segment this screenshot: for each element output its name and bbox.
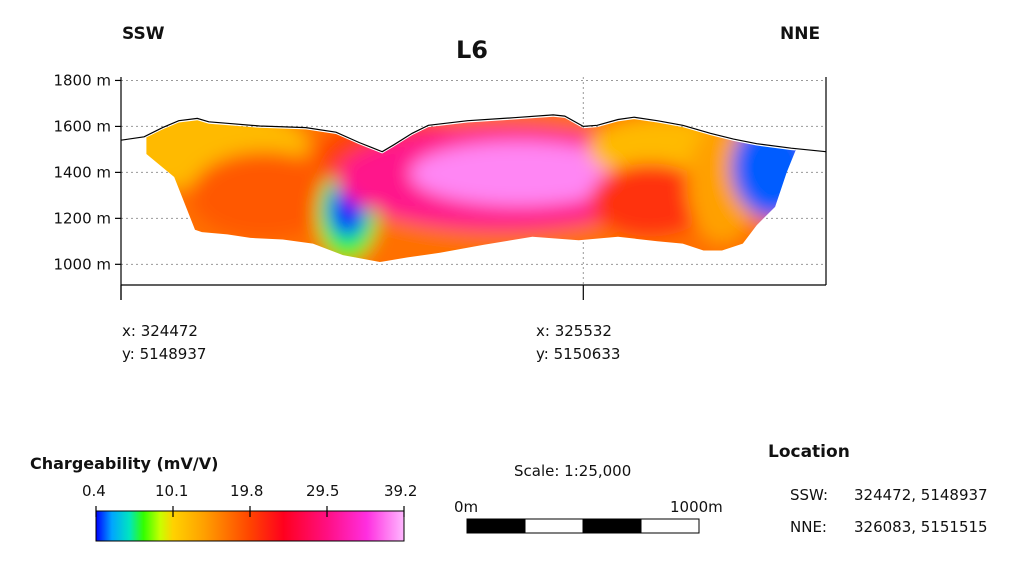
marker-2-coords: x: 325532 y: 5150633 — [536, 320, 620, 366]
location-name: NNE: — [790, 518, 827, 536]
marker-1-y: y: 5148937 — [122, 345, 207, 363]
y-tick-label: 1400 m — [53, 163, 111, 181]
colorbar-tick-label: 29.5 — [306, 482, 340, 500]
model-cell — [590, 163, 711, 237]
model-cell — [190, 151, 339, 240]
marker-1-x: x: 324472 — [122, 322, 198, 340]
scale-end-label: 1000m — [670, 498, 723, 516]
scale-segment — [466, 518, 526, 534]
location-row-ssw: SSW: 324472, 5148937 — [790, 486, 988, 504]
direction-right-label: NNE — [780, 24, 821, 44]
colorbar-tick-label: 39.2 — [384, 482, 418, 500]
location-row-nne: NNE: 326083, 5151515 — [790, 518, 988, 536]
colorbar-tick-label: 0.4 — [82, 482, 106, 500]
y-tick-label: 1000 m — [53, 255, 111, 273]
colorbar — [95, 506, 405, 542]
colorbar-ramp — [95, 510, 405, 542]
chart-title: L6 — [456, 36, 488, 64]
y-tick-label: 1600 m — [53, 117, 111, 135]
scale-bar — [466, 518, 700, 534]
y-tick-label: 1800 m — [53, 71, 111, 89]
y-axis: 1800 m 1600 m 1400 m 1200 m 1000 m — [53, 71, 121, 273]
plot-frame — [120, 77, 827, 300]
colorbar-tick-label: 10.1 — [155, 482, 189, 500]
location-title: Location — [768, 442, 850, 462]
location-name: SSW: — [790, 486, 829, 504]
topography-line — [120, 114, 827, 153]
marker-1-coords: x: 324472 y: 5148937 — [122, 320, 206, 366]
marker-2-y: y: 5150633 — [536, 345, 621, 363]
direction-left-label: SSW — [122, 24, 165, 44]
y-tick-label: 1200 m — [53, 209, 111, 227]
colorbar-tick-label: 19.8 — [230, 482, 264, 500]
location-coords: 324472, 5148937 — [854, 486, 988, 504]
model-cell — [731, 117, 796, 219]
location-coords: 326083, 5151515 — [854, 518, 988, 536]
scale-label: Scale: 1:25,000 — [514, 462, 632, 480]
scale-segment — [524, 518, 584, 534]
section-plot: 1800 m 1600 m 1400 m 1200 m 1000 m — [53, 71, 827, 300]
scale-segment — [640, 518, 700, 534]
scale-start-label: 0m — [454, 498, 479, 516]
colorbar-title: Chargeability (mV/V) — [30, 454, 219, 473]
marker-2-x: x: 325532 — [536, 322, 612, 340]
chargeability-model — [146, 116, 796, 262]
model-cell — [409, 141, 628, 206]
scale-segment — [582, 518, 642, 534]
